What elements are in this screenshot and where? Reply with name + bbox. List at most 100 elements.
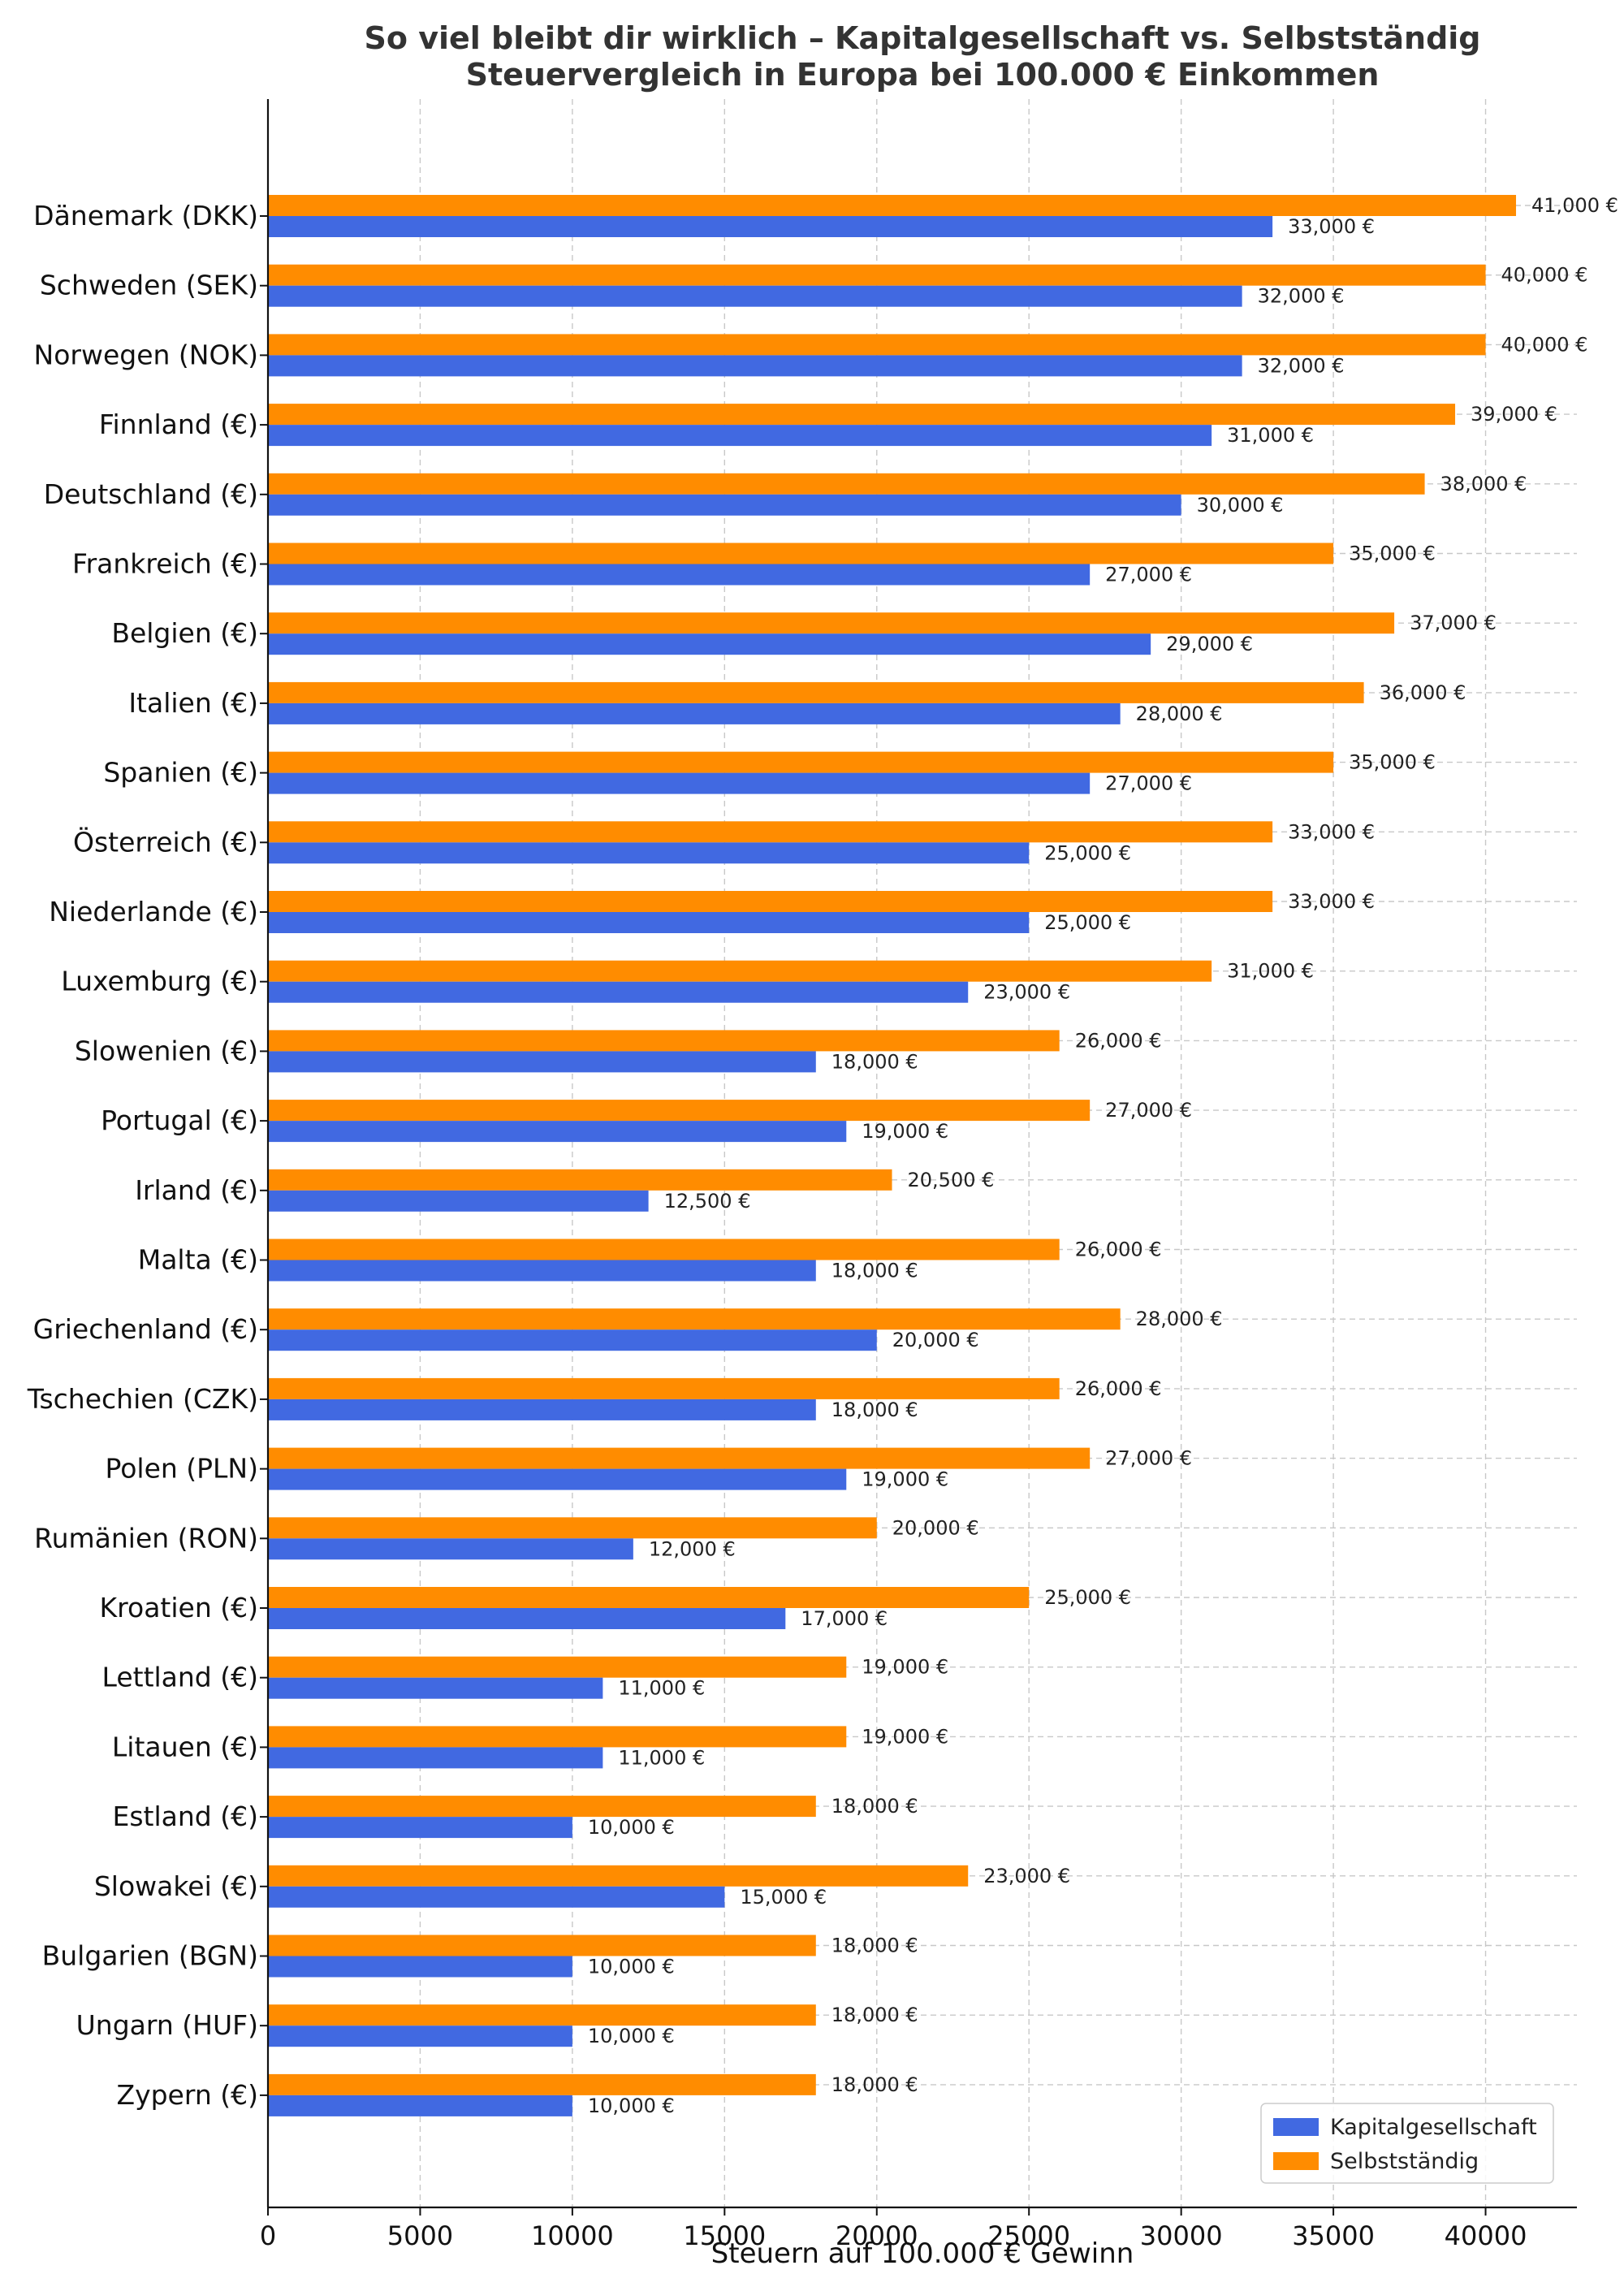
category-label: Finnland (€) bbox=[99, 409, 258, 440]
x-tick-label: 5000 bbox=[387, 2220, 453, 2251]
x-tick-label: 15000 bbox=[683, 2220, 766, 2251]
data-label-selbststaendig: 28,000 € bbox=[1136, 1308, 1223, 1330]
category-label: Irland (€) bbox=[135, 1174, 258, 1206]
bar-selbststaendig bbox=[268, 1239, 1060, 1260]
category-label: Estland (€) bbox=[113, 1801, 258, 1832]
category-label: Belgien (€) bbox=[111, 617, 258, 649]
bar-kapitalgesellschaft bbox=[268, 285, 1242, 307]
data-label-selbststaendig: 18,000 € bbox=[831, 1935, 918, 1957]
data-label-kapitalgesellschaft: 32,000 € bbox=[1258, 354, 1345, 377]
bar-kapitalgesellschaft bbox=[268, 772, 1091, 794]
bar-selbststaendig bbox=[268, 1656, 847, 1678]
category-label: Litauen (€) bbox=[112, 1731, 258, 1762]
data-label-selbststaendig: 25,000 € bbox=[1044, 1586, 1131, 1609]
data-label-kapitalgesellschaft: 18,000 € bbox=[831, 1399, 918, 1421]
data-label-kapitalgesellschaft: 28,000 € bbox=[1136, 703, 1223, 725]
data-label-kapitalgesellschaft: 10,000 € bbox=[588, 1816, 675, 1839]
bar-selbststaendig bbox=[268, 891, 1273, 912]
bar-kapitalgesellschaft bbox=[268, 1051, 816, 1073]
data-label-selbststaendig: 19,000 € bbox=[862, 1725, 948, 1748]
data-label-selbststaendig: 36,000 € bbox=[1380, 681, 1466, 704]
category-label: Portugal (€) bbox=[101, 1105, 258, 1136]
bar-selbststaendig bbox=[268, 1865, 969, 1887]
x-tick-label: 0 bbox=[260, 2220, 276, 2251]
bar-kapitalgesellschaft bbox=[268, 1121, 847, 1143]
data-label-kapitalgesellschaft: 27,000 € bbox=[1105, 772, 1192, 795]
bars-layer bbox=[268, 195, 1517, 2116]
bar-kapitalgesellschaft bbox=[268, 981, 969, 1003]
data-label-kapitalgesellschaft: 29,000 € bbox=[1166, 633, 1253, 655]
bar-selbststaendig bbox=[268, 1935, 816, 1956]
category-label: Kroatien (€) bbox=[100, 1592, 258, 1623]
legend-swatch-selbststaendig bbox=[1273, 2152, 1319, 2170]
category-label: Spanien (€) bbox=[103, 757, 258, 789]
bar-selbststaendig bbox=[268, 473, 1425, 495]
legend: Kapitalgesellschaft Selbstständig bbox=[1260, 2103, 1554, 2184]
bar-selbststaendig bbox=[268, 1169, 892, 1191]
data-label-kapitalgesellschaft: 12,000 € bbox=[649, 1537, 736, 1560]
axes-layer: 0 5000 10000 15000 20000 25000 30000 35000 40000 bbox=[260, 99, 1577, 2251]
bar-kapitalgesellschaft bbox=[268, 1260, 816, 1282]
category-label: Zypern (€) bbox=[116, 2079, 258, 2111]
bar-kapitalgesellschaft bbox=[268, 1956, 572, 1978]
bar-selbststaendig bbox=[268, 960, 1212, 982]
data-label-kapitalgesellschaft: 25,000 € bbox=[1044, 841, 1131, 864]
chart-title: So viel bleibt dir wirklich – Kapitalges… bbox=[364, 20, 1480, 56]
legend-label-selbststaendig: Selbstständig bbox=[1330, 2149, 1479, 2174]
data-label-kapitalgesellschaft: 25,000 € bbox=[1044, 911, 1131, 934]
data-label-selbststaendig: 26,000 € bbox=[1075, 1377, 1162, 1400]
bar-selbststaendig bbox=[268, 821, 1273, 843]
data-label-kapitalgesellschaft: 33,000 € bbox=[1288, 215, 1375, 238]
category-label: Malta (€) bbox=[138, 1244, 258, 1276]
data-label-selbststaendig: 39,000 € bbox=[1471, 403, 1557, 426]
data-label-kapitalgesellschaft: 17,000 € bbox=[801, 1607, 888, 1630]
bar-kapitalgesellschaft bbox=[268, 1190, 649, 1212]
data-label-selbststaendig: 35,000 € bbox=[1349, 751, 1436, 774]
bar-kapitalgesellschaft bbox=[268, 2095, 572, 2116]
category-label: Dänemark (DKK) bbox=[33, 200, 258, 231]
category-label: Österreich (€) bbox=[73, 825, 258, 858]
data-label-selbststaendig: 18,000 € bbox=[831, 1795, 918, 1818]
bar-selbststaendig bbox=[268, 1796, 816, 1818]
bar-kapitalgesellschaft bbox=[268, 425, 1212, 447]
bar-kapitalgesellschaft bbox=[268, 1817, 572, 1839]
data-label-selbststaendig: 33,000 € bbox=[1288, 890, 1375, 913]
bar-selbststaendig bbox=[268, 751, 1334, 773]
bar-kapitalgesellschaft bbox=[268, 1329, 877, 1351]
data-label-kapitalgesellschaft: 10,000 € bbox=[588, 2025, 675, 2047]
category-label: Polen (PLN) bbox=[105, 1453, 258, 1485]
category-label: Slowenien (€) bbox=[75, 1035, 258, 1066]
data-label-selbststaendig: 40,000 € bbox=[1501, 264, 1588, 287]
category-label: Luxemburg (€) bbox=[61, 966, 258, 997]
bar-kapitalgesellschaft bbox=[268, 564, 1091, 586]
bar-selbststaendig bbox=[268, 195, 1517, 216]
bar-kapitalgesellschaft bbox=[268, 216, 1273, 237]
data-label-kapitalgesellschaft: 30,000 € bbox=[1197, 494, 1284, 517]
data-label-kapitalgesellschaft: 32,000 € bbox=[1258, 285, 1345, 308]
data-label-kapitalgesellschaft: 12,500 € bbox=[664, 1190, 751, 1213]
data-label-selbststaendig: 19,000 € bbox=[862, 1656, 948, 1679]
category-label: Tschechien (CZK) bbox=[27, 1383, 258, 1415]
category-label: Rumänien (RON) bbox=[34, 1522, 258, 1554]
data-label-selbststaendig: 23,000 € bbox=[983, 1865, 1070, 1887]
bar-selbststaendig bbox=[268, 681, 1364, 703]
category-labels-layer: Dänemark (DKK) Schweden (SEK) Norwegen (NO… bbox=[27, 200, 258, 2111]
bar-selbststaendig bbox=[268, 543, 1334, 564]
category-label: Bulgarien (BGN) bbox=[42, 1940, 258, 1972]
data-label-selbststaendig: 26,000 € bbox=[1075, 1239, 1162, 1261]
bar-kapitalgesellschaft bbox=[268, 703, 1121, 724]
data-label-kapitalgesellschaft: 18,000 € bbox=[831, 1050, 918, 1073]
category-label: Slowakei (€) bbox=[94, 1870, 258, 1902]
bar-selbststaendig bbox=[268, 1100, 1091, 1122]
bar-selbststaendig bbox=[268, 2004, 816, 2026]
data-label-kapitalgesellschaft: 11,000 € bbox=[618, 1746, 705, 1769]
x-tick-label: 25000 bbox=[987, 2220, 1070, 2251]
bar-kapitalgesellschaft bbox=[268, 1399, 816, 1420]
bar-selbststaendig bbox=[268, 612, 1395, 634]
data-label-kapitalgesellschaft: 20,000 € bbox=[892, 1329, 979, 1351]
x-axis-label: Steuern auf 100.000 € Gewinn bbox=[711, 2237, 1134, 2270]
category-label: Norwegen (NOK) bbox=[34, 339, 258, 370]
bar-selbststaendig bbox=[268, 1517, 877, 1539]
data-label-selbststaendig: 20,000 € bbox=[892, 1516, 979, 1539]
